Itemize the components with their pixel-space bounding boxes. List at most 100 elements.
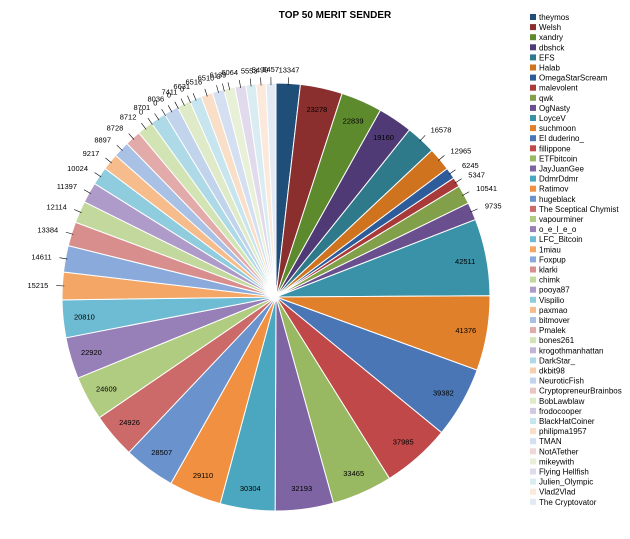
leader-line: [222, 83, 225, 92]
legend-entry: xandry: [539, 33, 563, 42]
legend-entry: fillippone: [539, 144, 571, 153]
legend-entry: Foxpup: [539, 255, 566, 264]
legend-swatch: [530, 115, 536, 121]
legend-entry: NotATether: [539, 447, 579, 456]
data-label: 41376: [455, 326, 476, 335]
data-label: 29110: [193, 471, 213, 480]
data-label: 10541: [476, 184, 497, 193]
legend-swatch: [530, 104, 536, 111]
legend-swatch: [530, 347, 536, 354]
data-label: 6245: [462, 161, 479, 170]
legend-swatch: [530, 387, 536, 394]
legend-entry: El duderino_: [539, 134, 584, 143]
leader-line: [462, 191, 470, 196]
legend-entry: theymos: [539, 13, 569, 22]
leader-line: [59, 257, 68, 260]
legend-swatch: [530, 84, 536, 91]
legend-swatch: [530, 145, 536, 152]
legend-swatch: [530, 236, 536, 243]
legend-swatch: [530, 185, 536, 192]
data-label: 8701: [134, 103, 151, 112]
legend-swatch: [530, 357, 536, 364]
data-label: 5347: [468, 171, 485, 180]
leader-line: [419, 135, 426, 142]
leader-line: [438, 155, 445, 161]
data-label: 11397: [57, 182, 77, 191]
leader-line: [287, 77, 289, 86]
data-label: 10024: [67, 164, 88, 173]
legend-swatch: [530, 367, 536, 374]
legend-swatch: [530, 155, 536, 162]
legend-entry: mikeywith: [539, 457, 574, 466]
legend-swatch: [530, 488, 536, 495]
data-label: 24926: [119, 418, 140, 427]
legend-swatch: [530, 266, 536, 273]
data-label: 22920: [81, 348, 102, 357]
data-label: 5457: [262, 65, 279, 74]
leader-line: [260, 77, 262, 86]
data-label: 9217: [83, 149, 100, 158]
legend-entry: The Cryptovator: [539, 498, 597, 507]
leader-line: [154, 113, 160, 121]
data-label: 13384: [37, 226, 58, 235]
legend-swatch: [530, 418, 536, 424]
legend-swatch: [530, 125, 536, 132]
legend-swatch: [530, 468, 536, 475]
legend-entry: BlackHatCoiner: [539, 417, 595, 426]
legend-entry: Pmalek: [539, 326, 567, 335]
data-label: 15215: [27, 281, 48, 290]
legend-swatch: [530, 14, 536, 20]
data-label: 5490: [252, 66, 269, 75]
legend-entry: NeuroticFish: [539, 377, 584, 386]
data-label: 32193: [291, 484, 312, 493]
legend-swatch: [530, 478, 536, 485]
legend-swatch: [530, 498, 536, 505]
data-label: 39382: [433, 388, 454, 397]
legend-entry: bones261: [539, 336, 575, 345]
data-label: 8036: [148, 94, 165, 103]
legend-swatch: [530, 24, 536, 31]
data-label: 42511: [455, 257, 475, 266]
legend-entry: Ratimov: [539, 185, 568, 194]
leader-line: [161, 108, 166, 117]
legend-swatch: [530, 407, 536, 414]
legend-entry: 1miau: [539, 245, 561, 254]
legend-entry: Vlad2Vlad: [539, 488, 575, 497]
data-label: 33465: [343, 469, 364, 478]
legend-entry: ETFbitcoin: [539, 154, 577, 163]
legend-swatch: [530, 337, 536, 344]
legend-swatch: [530, 256, 536, 263]
leader-line: [216, 85, 219, 93]
data-label: 28507: [151, 448, 172, 457]
legend-entry: DarkStar_: [539, 356, 576, 365]
legend-entry: chimk: [539, 276, 561, 285]
legend-swatch: [530, 34, 536, 41]
legend-swatch: [530, 54, 536, 61]
legend-swatch: [530, 428, 536, 435]
legend-entry: CryptopreneurBrainbos: [539, 387, 622, 396]
legend-entry: klarki: [539, 266, 558, 275]
data-label: 30304: [240, 484, 261, 493]
legend-swatch: [530, 216, 536, 222]
data-label: 8728: [107, 124, 124, 133]
data-label: 0: [180, 84, 184, 93]
legend-swatch: [530, 205, 536, 212]
legend-swatch: [530, 306, 536, 313]
leader-line: [180, 98, 185, 106]
leader-line: [147, 117, 153, 125]
legend-entry: philipma1957: [539, 427, 587, 436]
legend-entry: BobLawblaw: [539, 397, 585, 406]
leader-line: [73, 209, 82, 213]
legend-swatch: [530, 175, 536, 182]
legend-entry: krogothmanhattan: [539, 346, 604, 355]
legend-entry: OmegaStarScream: [539, 74, 608, 83]
legend-entry: dbshck: [539, 43, 565, 52]
legend-swatch: [530, 286, 536, 293]
legend-swatch: [530, 195, 536, 202]
leader-line: [105, 157, 112, 164]
legend-entry: bitmover: [539, 316, 570, 325]
leader-line: [116, 144, 123, 151]
legend-entry: Julien_Olympic: [539, 478, 593, 487]
data-label: 6510: [198, 74, 215, 83]
